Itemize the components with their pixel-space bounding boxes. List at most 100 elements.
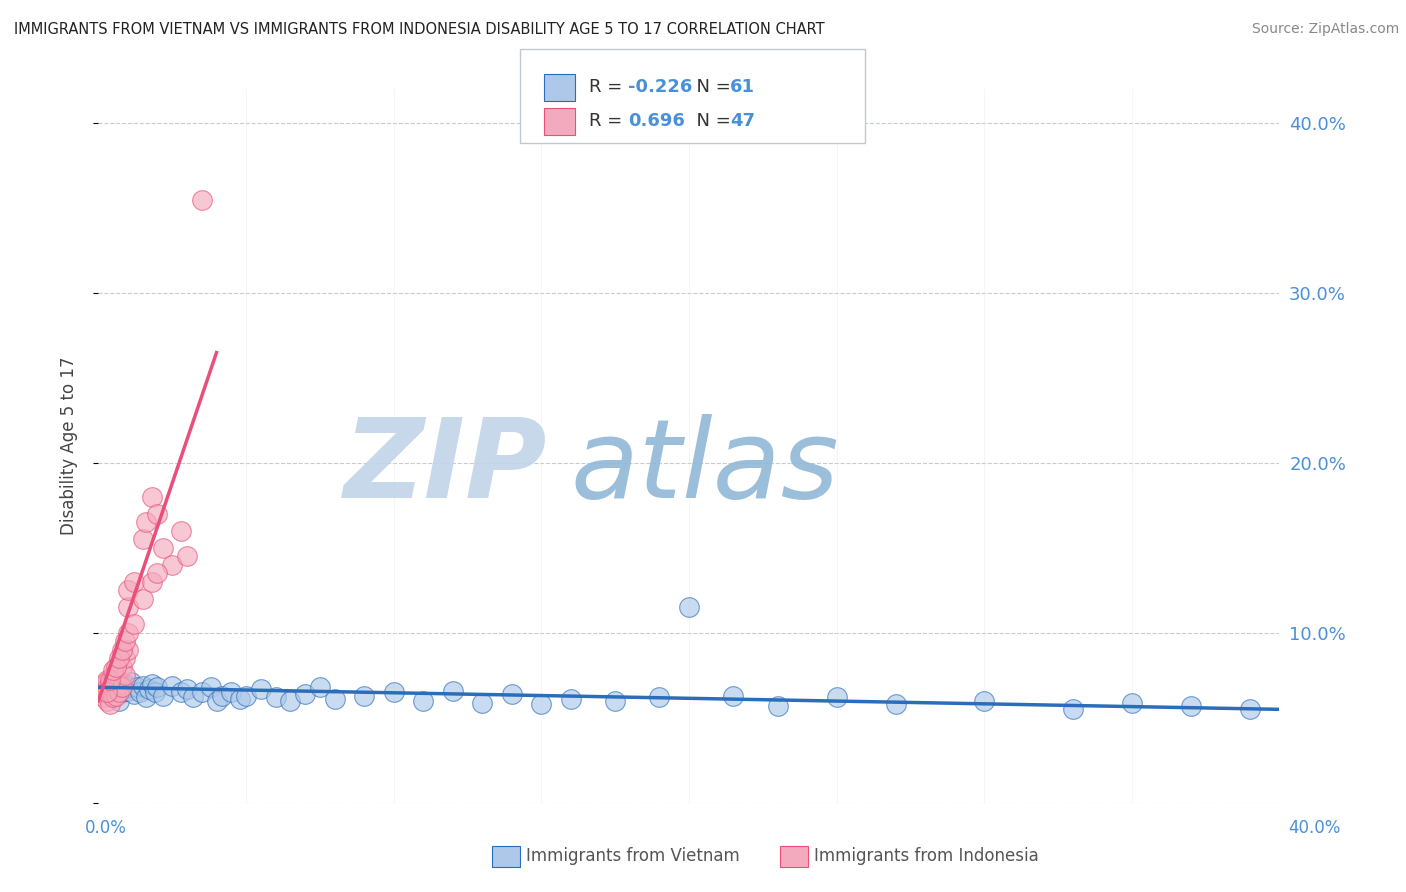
- Point: [117, 643, 139, 657]
- Point: [530, 698, 553, 712]
- Point: [111, 680, 134, 694]
- Point: [723, 689, 745, 703]
- Point: [170, 524, 193, 538]
- Point: [103, 663, 125, 677]
- Text: IMMIGRANTS FROM VIETNAM VS IMMIGRANTS FROM INDONESIA DISABILITY AGE 5 TO 17 CORR: IMMIGRANTS FROM VIETNAM VS IMMIGRANTS FR…: [14, 22, 825, 37]
- Point: [170, 685, 193, 699]
- Point: [105, 680, 128, 694]
- Point: [108, 651, 131, 665]
- Point: [125, 680, 148, 694]
- Point: [278, 694, 302, 708]
- Point: [471, 696, 494, 710]
- Point: [132, 679, 155, 693]
- Point: [117, 600, 139, 615]
- Point: [191, 685, 214, 699]
- Point: [825, 690, 848, 705]
- Point: [441, 683, 464, 698]
- Point: [191, 193, 214, 207]
- Point: [138, 681, 160, 696]
- Point: [103, 668, 125, 682]
- Point: [1180, 698, 1202, 713]
- Point: [105, 689, 128, 703]
- Point: [766, 698, 789, 713]
- Point: [1121, 696, 1143, 710]
- Point: [122, 617, 145, 632]
- Text: 40.0%: 40.0%: [1288, 819, 1341, 837]
- Point: [111, 643, 134, 657]
- Point: [98, 698, 121, 712]
- Point: [103, 685, 125, 699]
- Point: [105, 660, 128, 674]
- Point: [98, 677, 121, 691]
- Point: [96, 675, 118, 690]
- Text: 0.696: 0.696: [628, 112, 685, 130]
- Point: [122, 574, 145, 589]
- Point: [117, 626, 139, 640]
- Point: [501, 687, 523, 701]
- Point: [114, 651, 136, 665]
- Text: ZIP: ZIP: [343, 414, 547, 521]
- Point: [162, 679, 183, 693]
- Text: 0.0%: 0.0%: [84, 819, 127, 837]
- Point: [114, 677, 136, 691]
- Point: [93, 680, 115, 694]
- Point: [114, 668, 136, 682]
- Point: [884, 698, 907, 712]
- Point: [93, 677, 115, 691]
- Point: [152, 689, 174, 703]
- Point: [250, 681, 273, 696]
- Point: [141, 574, 163, 589]
- Text: 61: 61: [730, 78, 755, 96]
- Point: [176, 549, 198, 564]
- Point: [103, 677, 125, 691]
- Point: [176, 681, 198, 696]
- Point: [141, 677, 163, 691]
- Point: [93, 690, 115, 705]
- Point: [103, 681, 125, 696]
- Point: [678, 600, 700, 615]
- Point: [98, 685, 121, 699]
- Point: [135, 516, 157, 530]
- Text: Immigrants from Indonesia: Immigrants from Indonesia: [814, 847, 1039, 865]
- Point: [353, 689, 375, 703]
- Text: Source: ZipAtlas.com: Source: ZipAtlas.com: [1251, 22, 1399, 37]
- Point: [105, 680, 128, 694]
- Point: [309, 680, 332, 694]
- Text: Immigrants from Vietnam: Immigrants from Vietnam: [526, 847, 740, 865]
- Point: [152, 541, 174, 555]
- Point: [122, 687, 145, 701]
- Point: [135, 690, 157, 705]
- Point: [211, 689, 233, 703]
- Text: N =: N =: [685, 78, 737, 96]
- Point: [111, 679, 134, 693]
- Point: [108, 694, 131, 708]
- Point: [117, 680, 139, 694]
- Point: [146, 680, 169, 694]
- Point: [108, 685, 131, 699]
- Point: [96, 685, 118, 699]
- Point: [132, 591, 155, 606]
- Point: [120, 675, 142, 690]
- Point: [108, 677, 131, 691]
- Point: [98, 673, 121, 688]
- Point: [382, 685, 405, 699]
- Point: [264, 690, 287, 705]
- Point: [143, 685, 166, 699]
- Point: [128, 685, 150, 699]
- Point: [181, 690, 204, 705]
- Point: [412, 694, 434, 708]
- Text: 47: 47: [730, 112, 755, 130]
- Point: [96, 673, 118, 688]
- Point: [162, 558, 183, 572]
- Point: [111, 685, 134, 699]
- Point: [605, 694, 627, 708]
- Y-axis label: Disability Age 5 to 17: Disability Age 5 to 17: [59, 357, 77, 535]
- Point: [96, 694, 118, 708]
- Point: [103, 690, 125, 705]
- Point: [96, 680, 118, 694]
- Point: [114, 634, 136, 648]
- Point: [1239, 702, 1261, 716]
- Point: [90, 680, 112, 694]
- Text: -0.226: -0.226: [628, 78, 693, 96]
- Point: [93, 685, 115, 699]
